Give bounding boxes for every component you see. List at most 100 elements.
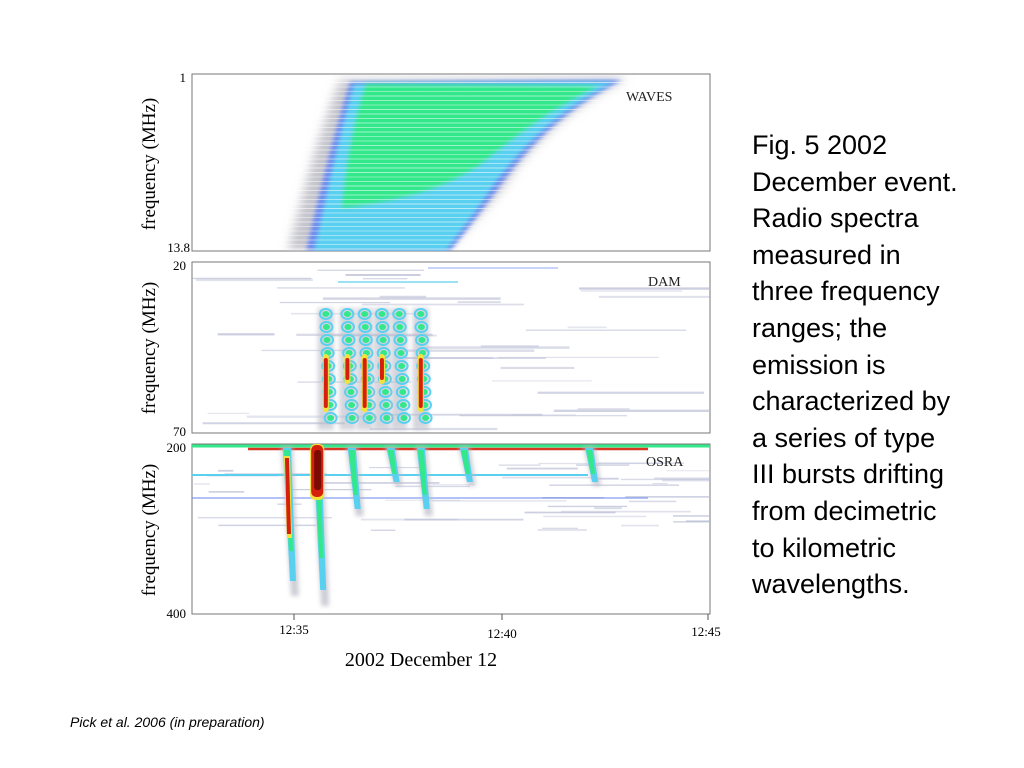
- caption-line: characterized by: [752, 386, 951, 417]
- dam-burst-cell: [379, 324, 387, 330]
- dam-burst-cell: [361, 324, 369, 330]
- dam-ylabel: frequency (MHz): [139, 282, 160, 414]
- dam-burst: [373, 308, 394, 430]
- caption-line: measured in: [752, 239, 901, 270]
- dam-burst-core: [345, 358, 350, 380]
- dam-burst-cell: [345, 337, 353, 343]
- dam-burst-cell: [399, 389, 407, 395]
- dam-burst-cell: [383, 415, 391, 421]
- caption-line: three frequency: [752, 276, 940, 307]
- dam-burst-core: [379, 358, 384, 380]
- caption-line: ranges; the: [752, 312, 888, 343]
- dam-burst: [339, 308, 360, 430]
- dam-burst-contour: [358, 334, 373, 346]
- dam-burst-cell: [382, 402, 390, 408]
- dam-burst-contour: [392, 308, 407, 320]
- osra-ytick-bottom: 400: [167, 606, 187, 621]
- dam-burst-cell: [378, 311, 386, 317]
- dam-ytick-bottom: 70: [173, 424, 186, 439]
- caption-line: Fig. 5 2002: [752, 130, 888, 160]
- dam-burst-contour: [357, 308, 372, 320]
- dam-burst-cell: [397, 350, 405, 356]
- dam-burst-cell: [398, 376, 406, 382]
- dam-burst-contour: [376, 334, 391, 346]
- dam-burst-contour: [318, 308, 333, 320]
- osra-burst: [457, 446, 476, 486]
- caption-line: from decimetric: [752, 495, 937, 526]
- osra-burst-inner: [586, 450, 596, 474]
- dam-burst-contour: [418, 412, 433, 424]
- dam-burst-contour: [414, 321, 429, 333]
- dam-burst-cell: [396, 337, 404, 343]
- dam-burst-cell: [362, 337, 370, 343]
- credit-note: Pick et al. 2006 (in preparation): [70, 714, 265, 730]
- osra-panel-frame: [191, 443, 711, 615]
- dam-burst-cell: [395, 311, 403, 317]
- caption-line: December event.: [752, 166, 958, 197]
- dam-burst-contour: [320, 334, 335, 346]
- waves-ylabel: frequency (MHz): [139, 98, 160, 230]
- dam-burst-contour: [413, 308, 428, 320]
- dam-burst-cell: [399, 402, 407, 408]
- osra-burst-peak: [314, 450, 322, 490]
- dam-burst: [317, 308, 338, 430]
- dam-burst-cell: [327, 415, 335, 421]
- osra-burst: [345, 446, 364, 516]
- dam-burst-contour: [414, 334, 429, 346]
- dam-burst-contour: [395, 386, 410, 398]
- osra-burst: [583, 446, 602, 486]
- osra-burst: [414, 446, 433, 516]
- caption-line: Radio spectra: [752, 203, 919, 234]
- dam-burst: [391, 308, 411, 430]
- osra-burst: [310, 444, 330, 606]
- dam-burst-contour: [395, 373, 410, 385]
- dam-burst-core: [362, 358, 367, 408]
- dam-burst-cell: [400, 415, 408, 421]
- time-axis: 12:35 12:40 12:45 2002 December 12: [279, 614, 721, 671]
- osra-burst-inner: [387, 450, 397, 474]
- dam-panel: DAM 20 70 frequency (MHz): [139, 258, 711, 439]
- osra-burst-inner: [460, 450, 470, 474]
- caption-line: a series of type: [752, 422, 936, 453]
- dam-burst-cell: [322, 324, 330, 330]
- spectrogram-figure: WAVES 1 13.8 frequency (MHz) DAM 20 70 f…: [128, 58, 728, 692]
- dam-burst-contour: [393, 334, 408, 346]
- dam-burst-contour: [358, 321, 373, 333]
- waves-instrument-label: WAVES: [626, 90, 672, 105]
- osra-ylabel: frequency (MHz): [139, 464, 160, 596]
- osra-instrument-label: OSRA: [646, 455, 684, 470]
- dam-burst-contour: [394, 347, 408, 359]
- dam-burst-cell: [344, 324, 352, 330]
- dam-burst-contour: [374, 308, 389, 320]
- caption-line: to kilometric: [752, 532, 897, 563]
- dam-burst-cell: [343, 311, 351, 317]
- dam-burst-cell: [382, 389, 390, 395]
- osra-burst-inner: [348, 450, 358, 495]
- dam-burst-cell: [418, 337, 426, 343]
- osra-panel: OSRA 200 400 frequency (MHz): [139, 440, 711, 621]
- dam-instrument-label: DAM: [648, 275, 681, 290]
- dam-burst-contour: [375, 321, 390, 333]
- dam-burst-contour: [340, 308, 355, 320]
- dam-burst-contour: [341, 321, 355, 333]
- caption-line: wavelengths.: [752, 569, 910, 600]
- dam-burst-cell: [396, 324, 404, 330]
- xtick-label-1240: 12:40: [487, 626, 517, 641]
- dam-burst-core: [418, 358, 423, 408]
- dam-burst-cell: [379, 337, 387, 343]
- dam-burst: [356, 308, 377, 430]
- waves-ytick-bottom: 13.8: [167, 240, 190, 255]
- dam-burst-cell: [361, 311, 369, 317]
- waves-green-core: [342, 84, 598, 208]
- dam-burst-contour: [392, 321, 407, 333]
- osra-burst: [280, 446, 299, 596]
- waves-ytick-top: 1: [180, 70, 187, 85]
- dam-burst-cell: [348, 402, 356, 408]
- dam-burst: [412, 308, 433, 430]
- dam-burst-cell: [398, 363, 406, 369]
- dam-burst-contour: [397, 412, 411, 424]
- x-axis-label: 2002 December 12: [345, 649, 497, 671]
- osra-burst-inner: [417, 450, 427, 495]
- caption-line: emission is: [752, 349, 886, 380]
- dam-burst-contour: [323, 412, 338, 424]
